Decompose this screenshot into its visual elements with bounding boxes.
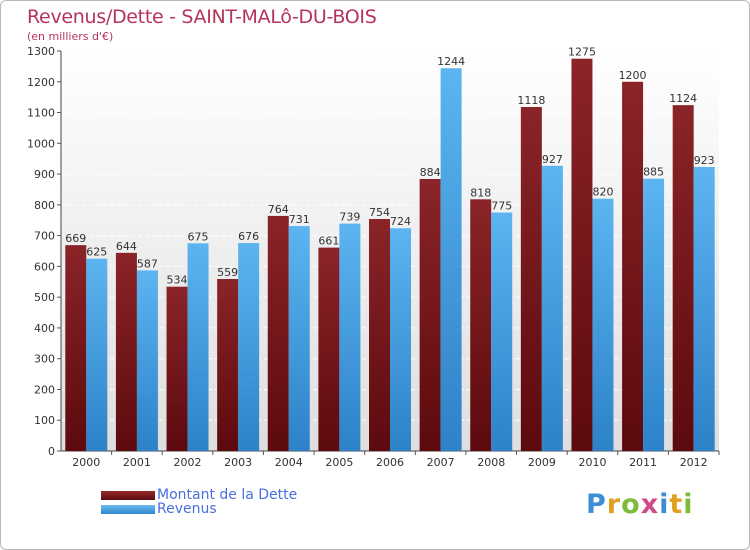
data-label-debt: 1200 <box>619 69 647 82</box>
bar-revenue <box>440 68 462 451</box>
bar-revenue <box>592 198 614 451</box>
bar-debt <box>369 219 390 451</box>
data-label-revenue: 923 <box>694 154 715 167</box>
x-tick-label: 2001 <box>123 456 151 469</box>
bar-debt <box>520 107 542 451</box>
data-label-revenue: 675 <box>188 230 209 243</box>
data-label-revenue: 724 <box>390 215 411 228</box>
legend-swatch-revenue <box>101 504 155 514</box>
x-tick-label: 2006 <box>376 456 404 469</box>
x-tick-label: 2002 <box>174 456 202 469</box>
bar-revenue <box>238 243 260 451</box>
bar-revenue <box>541 165 563 451</box>
data-label-debt: 1275 <box>568 46 596 59</box>
x-tick-label: 2012 <box>680 456 708 469</box>
data-label-revenue: 676 <box>238 230 259 243</box>
data-label-debt: 661 <box>318 235 339 248</box>
y-tick-label: 500 <box>34 291 55 304</box>
y-tick-label: 800 <box>34 199 55 212</box>
x-tick-label: 2005 <box>325 456 353 469</box>
bar-revenue <box>643 178 665 451</box>
chart-title: Revenus/Dette - SAINT-MALô-DU-BOIS <box>27 6 377 28</box>
data-label-revenue: 775 <box>491 200 512 213</box>
y-tick-label: 100 <box>34 414 55 427</box>
proxiti-logo: Proxiti <box>586 489 694 520</box>
bar-revenue <box>86 258 108 451</box>
y-tick-label: 1000 <box>27 137 55 150</box>
y-tick-label: 700 <box>34 230 55 243</box>
bar-debt <box>672 105 694 452</box>
bar-debt <box>166 286 188 451</box>
data-label-debt: 754 <box>369 206 390 219</box>
data-label-debt: 1124 <box>669 92 697 105</box>
y-tick-label: 0 <box>48 445 55 458</box>
y-tick-label: 200 <box>34 383 55 396</box>
y-tick-label: 900 <box>34 168 55 181</box>
data-label-debt: 818 <box>470 186 491 199</box>
y-tick-label: 1300 <box>27 45 55 58</box>
bar-revenue <box>491 212 513 451</box>
data-label-revenue: 1244 <box>437 55 465 68</box>
data-label-debt: 1118 <box>517 94 545 107</box>
bar-debt <box>470 199 492 451</box>
x-tick-label: 2009 <box>528 456 556 469</box>
y-tick-label: 1100 <box>27 107 55 120</box>
bar-debt <box>622 81 644 452</box>
x-tick-label: 2000 <box>72 456 100 469</box>
data-label-revenue: 820 <box>592 186 613 199</box>
bar-debt <box>115 252 137 451</box>
x-tick-label: 2003 <box>224 456 252 469</box>
bar-revenue <box>136 270 158 451</box>
data-label-debt: 559 <box>217 266 238 279</box>
x-tick-label: 2010 <box>578 456 606 469</box>
legend-swatch-debt <box>101 490 155 500</box>
bar-debt <box>217 279 239 451</box>
y-tick-label: 400 <box>34 322 55 335</box>
bar-revenue <box>288 226 310 451</box>
legend-label-revenue: Revenus <box>157 501 217 517</box>
legend-label-debt: Montant de la Dette <box>157 487 298 503</box>
data-label-debt: 884 <box>420 166 441 179</box>
data-label-debt: 534 <box>167 274 188 287</box>
x-tick-label: 2007 <box>427 456 455 469</box>
legend-item-revenue: Revenus <box>101 501 217 517</box>
bar-revenue <box>187 243 209 451</box>
bar-revenue <box>693 167 715 451</box>
legend-item-debt: Montant de la Dette <box>101 487 298 503</box>
bar-debt <box>419 179 441 451</box>
data-label-revenue: 885 <box>643 166 664 179</box>
chart-subtitle: (en milliers d'€) <box>27 30 114 43</box>
y-tick-label: 300 <box>34 353 55 366</box>
data-label-revenue: 625 <box>86 246 107 259</box>
bar-debt <box>318 247 340 451</box>
data-label-revenue: 587 <box>137 257 158 270</box>
data-label-revenue: 739 <box>339 211 360 224</box>
bar-debt <box>571 58 593 451</box>
bar-revenue <box>339 223 361 451</box>
y-tick-label: 600 <box>34 260 55 273</box>
data-label-debt: 644 <box>116 240 137 253</box>
data-label-debt: 669 <box>65 232 86 245</box>
x-tick-label: 2004 <box>275 456 303 469</box>
data-label-revenue: 731 <box>289 213 310 226</box>
x-tick-label: 2011 <box>629 456 657 469</box>
y-tick-label: 1200 <box>27 76 55 89</box>
data-label-debt: 764 <box>268 203 289 216</box>
data-label-revenue: 927 <box>542 153 563 166</box>
bar-debt <box>267 215 289 451</box>
x-tick-label: 2008 <box>477 456 505 469</box>
bar-revenue <box>390 228 411 451</box>
bar-debt <box>65 245 87 451</box>
